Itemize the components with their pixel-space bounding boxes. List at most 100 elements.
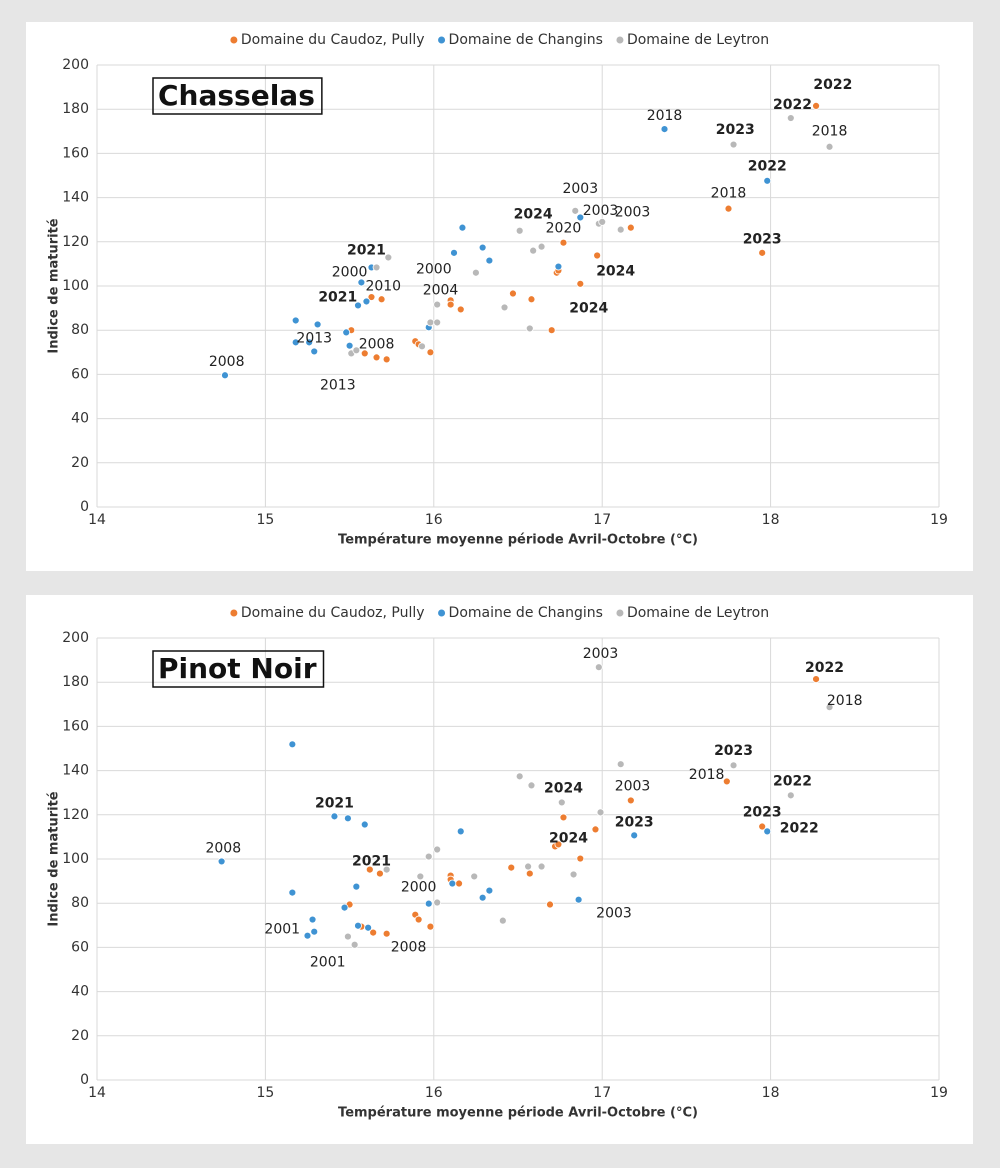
y-tick-label: 120 bbox=[62, 807, 89, 823]
data-point bbox=[344, 932, 352, 941]
annotation: 2018 bbox=[711, 186, 747, 202]
data-point bbox=[616, 760, 625, 769]
data-point bbox=[342, 328, 351, 337]
data-point bbox=[485, 256, 494, 265]
data-point bbox=[537, 862, 546, 871]
title-box bbox=[152, 77, 323, 115]
data-point bbox=[527, 295, 536, 304]
annotation: 2008 bbox=[205, 840, 241, 856]
data-point bbox=[596, 808, 605, 817]
data-point bbox=[786, 114, 795, 122]
annotation: 2020 bbox=[546, 221, 582, 237]
chart-title: Chasselas bbox=[158, 79, 315, 112]
data-point bbox=[376, 869, 384, 878]
data-point bbox=[367, 293, 376, 301]
y-tick-label: 160 bbox=[62, 145, 89, 161]
annotation: 2024 bbox=[569, 301, 608, 317]
annotation: 2021 bbox=[315, 795, 354, 811]
legend-marker bbox=[230, 36, 238, 44]
data-point bbox=[344, 814, 352, 823]
data-point bbox=[812, 101, 820, 110]
data-point bbox=[485, 886, 494, 895]
x-tick-label: 15 bbox=[256, 512, 274, 528]
data-point bbox=[433, 898, 442, 907]
data-point bbox=[288, 740, 297, 749]
data-point bbox=[364, 923, 373, 932]
legend-marker bbox=[616, 36, 624, 44]
data-point bbox=[722, 777, 731, 786]
data-point bbox=[456, 305, 465, 314]
data-point bbox=[758, 248, 767, 257]
data-point bbox=[507, 863, 516, 872]
data-point bbox=[537, 242, 546, 251]
data-point bbox=[547, 326, 556, 335]
annotation: 2003 bbox=[583, 203, 619, 219]
x-tick-label: 17 bbox=[593, 1085, 611, 1101]
data-point bbox=[616, 225, 625, 234]
data-point bbox=[377, 295, 386, 304]
data-point bbox=[360, 820, 369, 829]
annotation: 2018 bbox=[689, 767, 725, 783]
y-axis-title: Indice de maturité bbox=[47, 791, 62, 926]
y-tick-label: 140 bbox=[62, 190, 89, 206]
annotation: 2003 bbox=[615, 778, 651, 794]
y-tick-label: 160 bbox=[62, 718, 89, 734]
annotation: 2018 bbox=[812, 124, 848, 140]
data-point bbox=[433, 845, 442, 854]
data-point bbox=[456, 827, 465, 836]
data-point bbox=[576, 854, 585, 863]
data-point bbox=[594, 663, 603, 672]
legend-label: Domaine de Leytron bbox=[627, 605, 769, 621]
annotation: 2003 bbox=[596, 906, 632, 922]
data-point bbox=[812, 675, 820, 684]
y-tick-label: 100 bbox=[62, 851, 89, 867]
legend-marker bbox=[438, 36, 446, 44]
data-point bbox=[303, 931, 312, 940]
annotation: 2023 bbox=[714, 743, 753, 759]
annotation: 2003 bbox=[562, 181, 598, 197]
legend-label: Domaine de Changins bbox=[449, 605, 603, 621]
legend-label: Domaine de Changins bbox=[449, 32, 603, 48]
data-point bbox=[384, 253, 393, 262]
data-point bbox=[498, 916, 507, 925]
data-point bbox=[554, 840, 563, 849]
annotation: 2023 bbox=[716, 122, 755, 138]
annotation: 2001 bbox=[264, 922, 300, 938]
data-point bbox=[291, 338, 300, 347]
data-point bbox=[763, 827, 772, 836]
legend-label: Domaine de Leytron bbox=[627, 32, 769, 48]
annotation: 2022 bbox=[773, 773, 812, 789]
data-point bbox=[433, 300, 442, 309]
data-point bbox=[470, 872, 479, 881]
y-tick-label: 200 bbox=[62, 630, 89, 646]
data-point bbox=[221, 371, 229, 380]
y-tick-label: 200 bbox=[62, 57, 89, 73]
annotation: 2021 bbox=[352, 853, 391, 869]
data-point bbox=[352, 346, 361, 355]
data-point bbox=[763, 176, 772, 185]
data-point bbox=[571, 206, 580, 215]
annotation: 2000 bbox=[401, 880, 437, 896]
annotation: 2013 bbox=[320, 377, 356, 393]
annotation: 2008 bbox=[209, 354, 245, 370]
x-tick-label: 16 bbox=[425, 1085, 443, 1101]
y-tick-label: 100 bbox=[62, 278, 89, 294]
annotation: 2022 bbox=[813, 77, 852, 93]
data-point bbox=[825, 142, 834, 151]
annotation: 2024 bbox=[514, 207, 553, 223]
data-point bbox=[455, 879, 463, 888]
x-tick-label: 19 bbox=[930, 512, 948, 528]
legend-marker bbox=[438, 609, 446, 617]
data-point bbox=[527, 781, 536, 790]
x-axis-title: Température moyenne période Avril-Octobr… bbox=[338, 1106, 698, 1121]
data-point bbox=[546, 900, 554, 909]
annotation: 2022 bbox=[773, 97, 812, 113]
y-tick-label: 60 bbox=[71, 366, 89, 382]
data-point bbox=[308, 915, 317, 924]
annotation: 2018 bbox=[827, 693, 863, 709]
data-point bbox=[525, 869, 534, 878]
x-tick-label: 14 bbox=[88, 512, 106, 528]
data-point bbox=[450, 248, 458, 257]
data-point bbox=[352, 882, 361, 891]
